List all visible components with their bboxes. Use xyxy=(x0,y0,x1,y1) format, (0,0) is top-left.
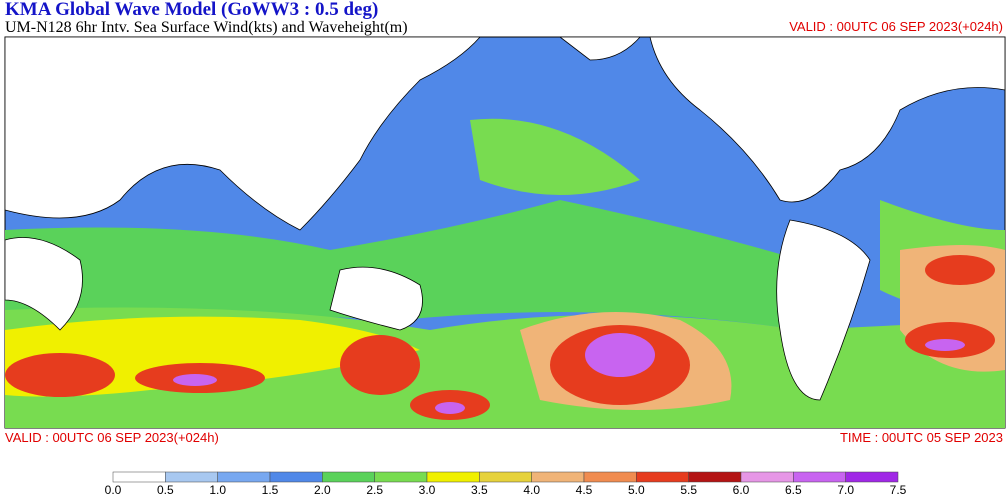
color-box xyxy=(374,471,428,483)
color-box xyxy=(322,471,375,483)
colorbar-label: 5.0 xyxy=(628,483,645,496)
valid-bottom: VALID : 00UTC 06 SEP 2023(+024h) xyxy=(5,430,219,445)
colorbar-label: 2.0 xyxy=(314,483,331,496)
color-box xyxy=(845,471,899,483)
colorbar: 0.0 0.5 1.0 1.5 2.0 2.5 3.0 3.5 4.0 4.5 5.0 5.5 6.0 6… xyxy=(105,471,907,496)
color-box xyxy=(426,471,480,483)
colorbar-label: 0.0 xyxy=(105,483,122,496)
subtitle: UM-N128 6hr Intv. Sea Surface Wind(kts) … xyxy=(5,19,408,36)
colorbar-label: 1.0 xyxy=(209,483,226,496)
colorbar-label: 1.5 xyxy=(262,483,279,496)
colorbar-label: 7.0 xyxy=(837,483,854,496)
colorbar-label: 3.0 xyxy=(419,483,436,496)
color-box xyxy=(636,471,689,483)
colorbar-label: 7.5 xyxy=(890,483,907,496)
valid-top: VALID : 00UTC 06 SEP 2023(+024h) xyxy=(789,19,1003,34)
colorbar-label: 4.5 xyxy=(576,483,593,496)
colorbar-label: 5.5 xyxy=(680,483,697,496)
time-label: TIME : 00UTC 05 SEP 2023 xyxy=(840,430,1003,445)
colorbar-label: 2.5 xyxy=(366,483,383,496)
color-box xyxy=(269,471,323,483)
color-box xyxy=(740,471,794,483)
color-box xyxy=(217,471,271,483)
color-box xyxy=(531,471,585,483)
colorbar-label: 6.0 xyxy=(733,483,750,496)
color-box xyxy=(793,471,846,483)
map xyxy=(4,36,1006,429)
colorbar-label: 3.5 xyxy=(471,483,488,496)
colorbar-label: 4.0 xyxy=(523,483,540,496)
color-box xyxy=(112,471,166,483)
title: KMA Global Wave Model (GoWW3 : 0.5 deg) xyxy=(5,0,378,20)
colorbar-label: 0.5 xyxy=(157,483,174,496)
color-box xyxy=(688,471,742,483)
color-box xyxy=(165,471,218,483)
color-box xyxy=(583,471,637,483)
color-box xyxy=(479,471,532,483)
colorbar-label: 6.5 xyxy=(785,483,802,496)
